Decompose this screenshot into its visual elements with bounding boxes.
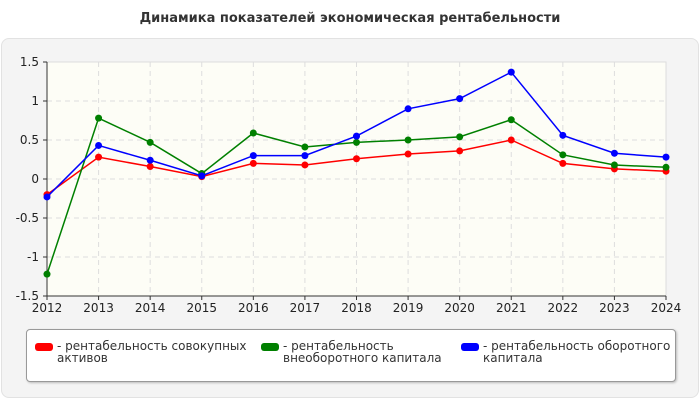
x-tick-label: 2012: [32, 301, 63, 315]
x-tick-label: 2021: [496, 301, 527, 315]
data-point: [43, 193, 51, 201]
data-point: [301, 143, 309, 151]
data-point: [662, 153, 670, 161]
data-point: [456, 147, 464, 155]
y-tick-label: 1: [31, 94, 39, 108]
data-point: [43, 270, 51, 278]
x-tick-label: 2015: [186, 301, 217, 315]
y-tick-label: 1.5: [20, 55, 39, 69]
data-point: [146, 156, 154, 164]
chart-title: Динамика показателей экономическая рента…: [139, 11, 561, 26]
data-point: [301, 161, 309, 169]
y-tick-label: -1: [27, 250, 39, 264]
legend-label: - рентабельность оборотного капитала: [483, 339, 671, 365]
data-point: [249, 152, 257, 160]
y-tick-label: 0: [31, 172, 39, 186]
legend-item-1: - рентабельность внеоборотного капитала: [261, 340, 461, 364]
legend-item-0: - рентабельность совокупных активов: [35, 340, 255, 364]
x-tick-label: 2024: [651, 301, 682, 315]
data-point: [507, 116, 515, 124]
data-point: [610, 149, 618, 157]
data-point: [95, 153, 103, 161]
data-point: [456, 95, 464, 103]
y-tick-label: -1.5: [16, 289, 39, 303]
data-point: [662, 163, 670, 171]
data-point: [95, 114, 103, 122]
y-tick-label: -0.5: [16, 211, 39, 225]
y-tick-label: 0.5: [20, 133, 39, 147]
data-point: [404, 136, 412, 144]
legend-item-2: - рентабельность оборотного капитала: [461, 340, 671, 364]
legend-swatch: [461, 343, 479, 351]
data-point: [559, 151, 567, 159]
data-point: [456, 133, 464, 141]
legend-label: - рентабельность внеоборотного капитала: [283, 339, 442, 365]
x-tick-label: 2016: [238, 301, 269, 315]
data-point: [249, 159, 257, 167]
data-point: [404, 105, 412, 113]
x-tick-label: 2018: [341, 301, 372, 315]
data-point: [198, 172, 206, 180]
x-tick-label: 2014: [135, 301, 166, 315]
x-tick-label: 2019: [393, 301, 424, 315]
data-point: [559, 131, 567, 139]
data-point: [404, 150, 412, 158]
x-tick-label: 2013: [83, 301, 114, 315]
data-point: [301, 152, 309, 160]
data-point: [146, 138, 154, 146]
legend: - рентабельность совокупных активов - ре…: [26, 329, 676, 382]
data-point: [95, 141, 103, 149]
x-tick-label: 2023: [599, 301, 630, 315]
data-point: [559, 159, 567, 167]
legend-swatch: [35, 343, 53, 351]
x-tick-label: 2017: [290, 301, 321, 315]
data-point: [146, 163, 154, 171]
data-point: [353, 132, 360, 140]
x-tick-label: 2020: [444, 301, 475, 315]
data-point: [507, 136, 515, 144]
legend-swatch: [261, 343, 279, 351]
data-point: [507, 68, 515, 76]
data-point: [353, 155, 360, 163]
data-point: [353, 138, 360, 146]
data-point: [249, 129, 257, 137]
x-tick-label: 2022: [548, 301, 579, 315]
data-point: [610, 161, 618, 169]
legend-label: - рентабельность совокупных активов: [57, 339, 247, 365]
